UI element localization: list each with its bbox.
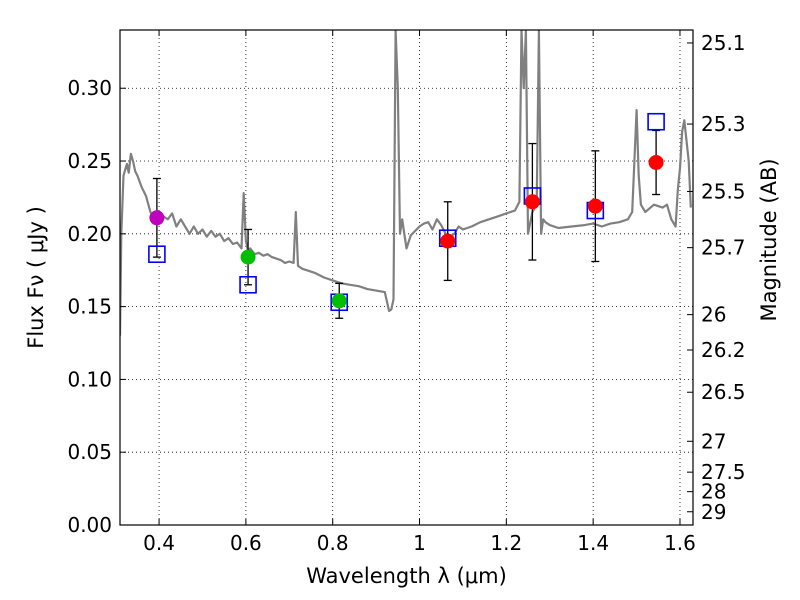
x-tick-label: 1 (413, 531, 426, 555)
mag-tick-label: 29 (701, 500, 726, 524)
grid (120, 30, 693, 526)
mag-tick-label: 26.2 (701, 338, 746, 362)
model-point (148, 245, 166, 264)
mag-tick-label: 25.7 (701, 236, 746, 260)
y-tick-label: 0.00 (67, 513, 112, 537)
y2-axis-label: Magnitude (AB) (757, 158, 781, 321)
observed-point (440, 233, 456, 249)
observed-point (648, 154, 664, 170)
plot-area-frame (119, 29, 694, 526)
observed-point (524, 194, 540, 210)
sed-curve-line (120, 30, 692, 336)
y-tick-label: 0.25 (67, 149, 112, 173)
mag-tick-label: 27.5 (701, 460, 746, 484)
observed-point (240, 249, 256, 265)
x-tick-label: 1.6 (664, 531, 696, 555)
observed-points (149, 154, 664, 309)
x-tick-label: 1.2 (490, 531, 522, 555)
model-point (239, 275, 257, 294)
mag-tick-label: 28 (701, 480, 726, 504)
x-tick-label: 1.4 (577, 531, 609, 555)
model-point (647, 112, 665, 131)
y-tick-label: 0.20 (67, 222, 112, 246)
x-tick-label: 0.8 (317, 531, 349, 555)
y-tick-label: 0.10 (67, 367, 112, 391)
mag-tick-label: 26 (701, 303, 726, 327)
sed-curve-layer (120, 30, 692, 336)
mag-tick-label: 25.1 (701, 31, 746, 55)
y-tick-label: 0.30 (67, 76, 112, 100)
mag-tick-label: 27 (701, 429, 726, 453)
y-tick-label: 0.15 (67, 295, 112, 319)
mag-tick-label: 26.5 (701, 380, 746, 404)
x-tick-label: 0.6 (230, 531, 262, 555)
x-axis-label: Wavelength λ (μm) (306, 564, 507, 588)
observed-point (149, 210, 165, 226)
x-tick-label: 0.4 (143, 531, 175, 555)
observed-point (587, 198, 603, 214)
y-axis-label: Flux Fν ( μJy ) (24, 206, 48, 349)
observed-point (331, 293, 347, 309)
mag-tick-label: 25.3 (701, 112, 746, 136)
mag-tick-label: 25.5 (701, 179, 746, 203)
axis-ticks: 0.4 0.6 0.8 1 1.2 1.4 1.6 0.00 0.05 0.10 0.15 0.20 0… (67, 30, 746, 555)
model-points (148, 112, 665, 312)
y-tick-label: 0.05 (67, 440, 112, 464)
